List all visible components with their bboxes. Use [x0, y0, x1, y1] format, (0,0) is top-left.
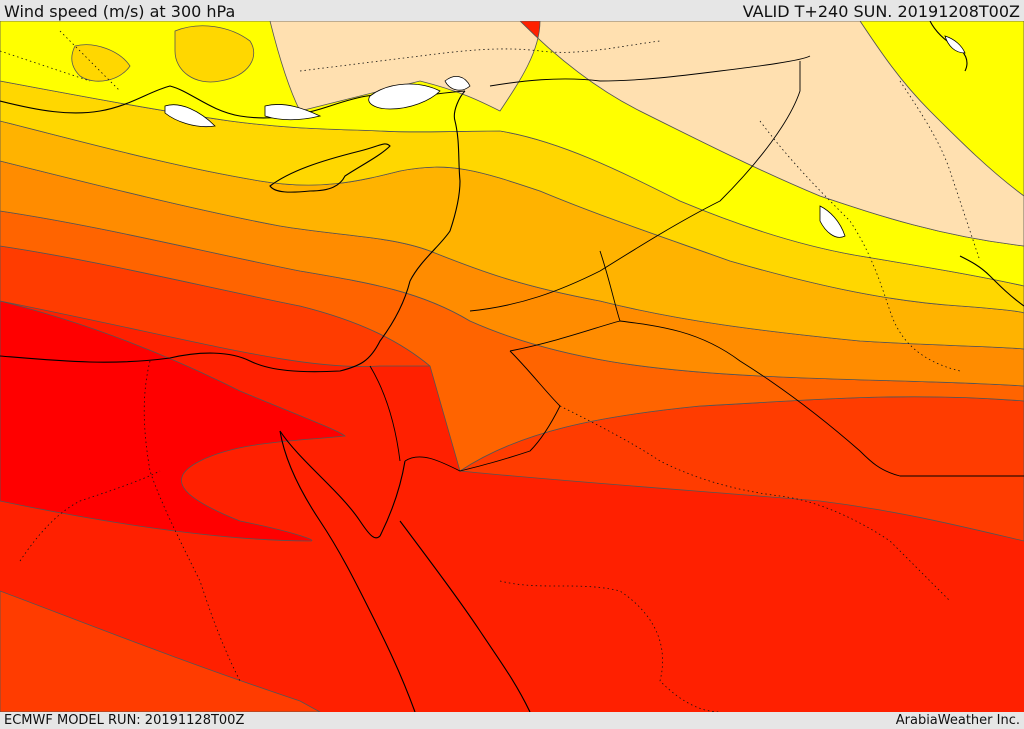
- map-title: Wind speed (m/s) at 300 hPa: [4, 2, 236, 21]
- admin-balkans: [0, 30, 121, 92]
- coast-gulf-of-suez: [279, 430, 406, 539]
- border-iraq-saudi: [509, 320, 1024, 477]
- lake-urmia: [819, 205, 846, 238]
- coast-persian-gulf: [959, 255, 1024, 307]
- coast-levant: [409, 90, 466, 282]
- footer-bar: ECMWF MODEL RUN: 20191128T00Z ArabiaWeat…: [0, 712, 1024, 729]
- coast-egypt-libya: [0, 280, 411, 373]
- brand-label: ArabiaWeather Inc.: [895, 713, 1020, 728]
- border-turkey-syria: [489, 55, 811, 87]
- map-canvas: [0, 21, 1024, 712]
- admin-iraq: [759, 120, 961, 372]
- band-2-patch-west: [71, 44, 131, 82]
- lake-sevan: [944, 35, 966, 54]
- admin-egypt: [143, 360, 241, 682]
- coast-red-sea-east: [399, 520, 531, 712]
- admin-saudi-center: [499, 580, 721, 712]
- coast-cyprus: [269, 143, 391, 193]
- lake-beysehir: [264, 104, 322, 121]
- admin-libya: [19, 470, 161, 562]
- band-2-patch: [174, 25, 255, 83]
- lakes: [164, 35, 966, 238]
- lake-egirdir: [164, 104, 216, 128]
- jet-core-band: [0, 300, 346, 542]
- border-jordan-saudi: [599, 250, 621, 322]
- wind-speed-map[interactable]: [0, 21, 1024, 712]
- admin-saudi-north: [559, 405, 951, 602]
- admin-boundaries: [0, 30, 981, 712]
- border-jordan-iraq: [469, 61, 801, 312]
- lake-tuz: [368, 83, 441, 110]
- border-egypt-saudi: [369, 350, 561, 472]
- valid-time: VALID T+240 SUN. 20191208T00Z: [742, 2, 1020, 21]
- borders: [369, 55, 1024, 477]
- band-6: [0, 590, 321, 712]
- coast-red-sea-west: [279, 430, 416, 712]
- header-bar: Wind speed (m/s) at 300 hPa VALID T+240 …: [0, 0, 1024, 21]
- model-run: ECMWF MODEL RUN: 20191128T00Z: [4, 713, 245, 728]
- lake-van: [444, 76, 471, 91]
